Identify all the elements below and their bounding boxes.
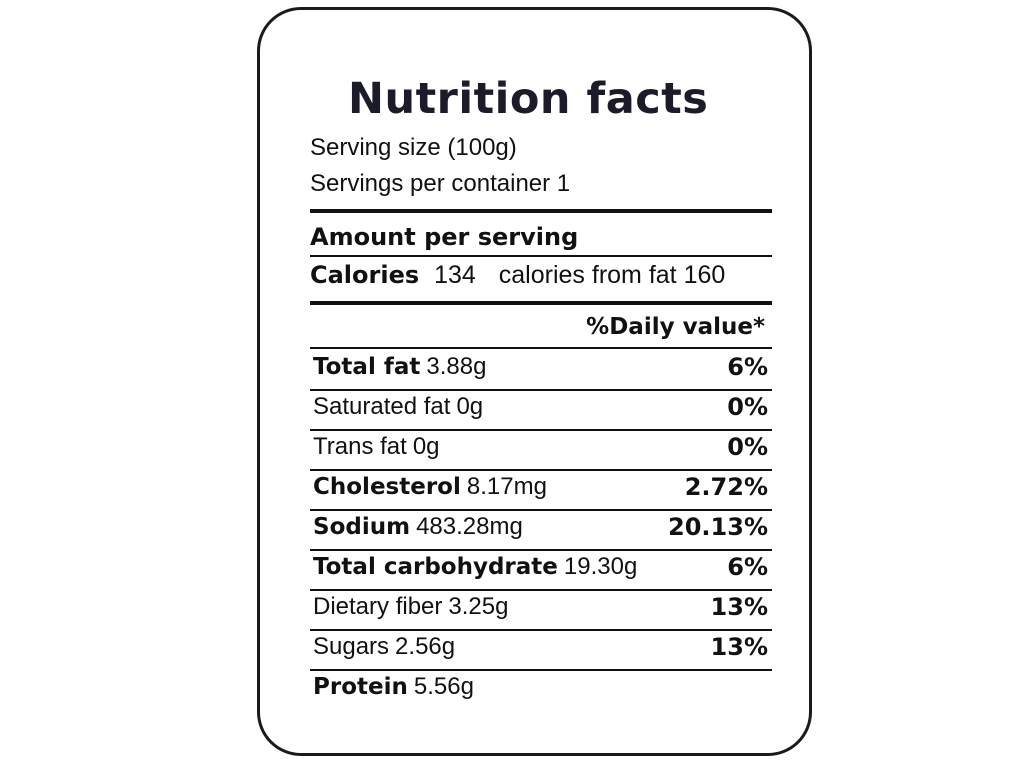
nutrient-amount: 0g (412, 433, 440, 460)
nutrient-row: Saturated fat 0g 0% (313, 393, 768, 429)
nutrient-daily-value: 6% (727, 353, 768, 381)
label-title: Nutrition facts (348, 74, 709, 124)
divider (310, 469, 772, 471)
nutrient-row: Total fat 3.88g 6% (313, 353, 768, 389)
nutrient-name: Saturated fat (313, 393, 451, 420)
divider (310, 389, 772, 391)
nutrient-amount: 19.30g (563, 553, 638, 580)
nutrient-name-amount: Protein 5.56g (313, 673, 474, 701)
nutrient-name-amount: Sodium 483.28mg (313, 513, 523, 541)
amount-per-serving: Amount per serving (310, 223, 579, 251)
nutrient-name-amount: Total fat 3.88g (313, 353, 486, 381)
divider (310, 669, 772, 671)
nutrient-daily-value: 0% (727, 393, 768, 421)
nutrient-row: Cholesterol 8.17mg 2.72% (313, 473, 768, 509)
nutrient-row: Dietary fiber 3.25g 13% (313, 593, 768, 629)
nutrient-amount: 0g (456, 393, 484, 420)
nutrient-row: Trans fat 0g 0% (313, 433, 768, 469)
nutrient-daily-value: 13% (710, 633, 768, 661)
nutrient-amount: 3.25g (448, 593, 509, 620)
nutrient-daily-value: 6% (727, 553, 768, 581)
nutrition-label: Nutrition facts Serving size (100g) Serv… (257, 7, 812, 756)
nutrient-amount: 8.17mg (466, 473, 547, 500)
nutrient-name-amount: Cholesterol 8.17mg (313, 473, 547, 501)
serving-size: Serving size (100g) (310, 134, 517, 161)
servings-per-container: Servings per container 1 (310, 170, 571, 197)
nutrient-row: Sodium 483.28mg 20.13% (313, 513, 768, 549)
divider (310, 255, 772, 257)
divider (310, 549, 772, 551)
nutrient-name: Total carbohydrate (313, 554, 558, 580)
divider (310, 629, 772, 631)
nutrient-name: Total fat (313, 354, 421, 380)
nutrient-name: Sodium (313, 514, 411, 540)
nutrient-name: Cholesterol (313, 474, 461, 500)
nutrient-name-amount: Trans fat 0g (313, 433, 440, 461)
nutrient-row: Sugars 2.56g 13% (313, 633, 768, 669)
nutrient-row: Total carbohydrate 19.30g 6% (313, 553, 768, 589)
divider (310, 429, 772, 431)
nutrient-name-amount: Saturated fat 0g (313, 393, 483, 421)
nutrient-name-amount: Sugars 2.56g (313, 633, 455, 661)
calories-row: Calories 134 calories from fat 160 (310, 261, 725, 290)
divider (310, 347, 772, 349)
nutrient-name: Protein (313, 674, 408, 700)
nutrient-daily-value: 2.72% (684, 473, 768, 501)
nutrient-name-amount: Dietary fiber 3.25g (313, 593, 508, 621)
nutrient-name-amount: Total carbohydrate 19.30g (313, 553, 637, 581)
divider (310, 301, 772, 305)
nutrient-daily-value: 13% (710, 593, 768, 621)
nutrient-amount: 483.28mg (416, 513, 523, 540)
divider (310, 209, 772, 213)
nutrient-amount: 2.56g (395, 633, 456, 660)
nutrient-row: Protein 5.56g (313, 673, 768, 709)
divider (310, 589, 772, 591)
calories-value: 134 (434, 261, 476, 289)
nutrient-name: Dietary fiber (313, 593, 443, 620)
daily-value-header: %Daily value* (586, 314, 765, 340)
nutrient-daily-value: 20.13% (668, 513, 768, 541)
calories-from-fat-label: calories from fat (498, 261, 677, 289)
calories-from-fat-value: 160 (683, 261, 726, 289)
nutrient-daily-value: 0% (727, 433, 768, 461)
divider (310, 509, 772, 511)
nutrient-amount: 3.88g (426, 353, 487, 380)
nutrient-name: Trans fat (313, 433, 407, 460)
nutrient-name: Sugars (313, 633, 390, 660)
calories-label: Calories (310, 261, 420, 289)
nutrient-amount: 5.56g (413, 673, 474, 700)
